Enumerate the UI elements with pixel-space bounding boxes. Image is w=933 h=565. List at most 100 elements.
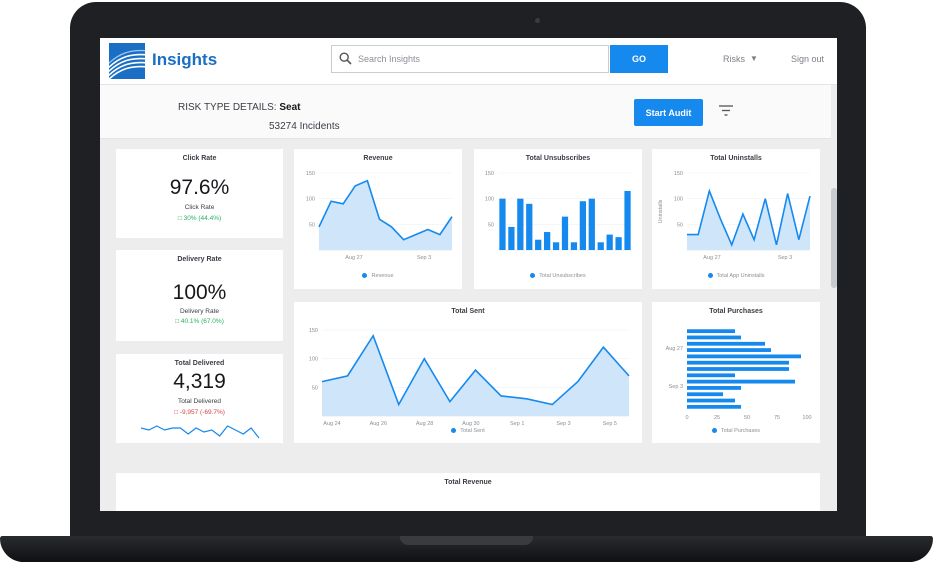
risks-menu[interactable]: Risks: [723, 54, 745, 64]
bar: [687, 373, 735, 378]
go-button[interactable]: GO: [610, 45, 668, 73]
x-tick-label: Sep 3: [417, 255, 431, 261]
revenue-card: Revenue 50 100 150 Aug 27 Sep 3 Revenue: [294, 149, 462, 289]
risk-type-label: RISK TYPE DETAILS:: [178, 102, 277, 113]
y-tick-label: 150: [306, 171, 315, 177]
series-area: [322, 335, 629, 416]
y-axis-label: Uninstalls: [658, 199, 664, 223]
series-line: [318, 179, 453, 241]
y-tick-label: 100: [485, 197, 494, 203]
x-tick-label: 75: [774, 415, 780, 421]
chart-legend: Total Unsubscribes: [474, 273, 642, 279]
total-delivered-sparkline: [140, 425, 260, 439]
series-area: [319, 180, 452, 250]
card-title: Total Uninstalls: [710, 155, 762, 162]
card-title: Total Sent: [451, 308, 485, 315]
legend-dot-icon: [711, 428, 717, 434]
search-box: [331, 45, 609, 73]
uninstalls-card: Total Uninstalls 50 100 150 Aug 27 Sep 3 Unin…: [652, 149, 820, 289]
uninstalls-chart: 50 100 150 Aug 27 Sep 3 Uninstalls: [658, 171, 811, 261]
x-tick-label: Aug 28: [416, 421, 433, 426]
scrollbar[interactable]: [831, 188, 837, 288]
x-tick-label: Sep 3: [778, 255, 792, 261]
bar: [606, 234, 613, 250]
kpi-change-text: -9,957 (-69.7%): [179, 409, 225, 416]
card-title: Revenue: [363, 155, 393, 162]
bar: [687, 386, 741, 390]
bar: [588, 198, 595, 250]
y-tick-label: 100: [674, 197, 683, 203]
top-bar: Insights GO Risks ▼ Sign out: [100, 38, 837, 85]
legend-label: Total Purchases: [720, 428, 761, 434]
bar: [499, 198, 506, 250]
legend-label: Total Sent: [460, 428, 485, 434]
total-delivered-card: Total Delivered 4,319 Total Delivered □ …: [116, 354, 283, 443]
total-revenue-panel: Total Revenue: [116, 473, 820, 511]
x-tick-label: Aug 30: [462, 421, 479, 426]
card-title: Delivery Rate: [177, 256, 222, 263]
total-sent-card: Total Sent 50 100 150 Aug 24 Aug 26 Aug 28 Aug…: [294, 302, 642, 443]
start-audit-button[interactable]: Start Audit: [634, 99, 703, 126]
bar: [508, 226, 515, 250]
chevron-down-icon[interactable]: ▼: [750, 54, 758, 63]
bar: [687, 348, 771, 352]
bar: [687, 398, 735, 403]
card-title: Total Purchases: [709, 308, 763, 315]
search-icon: [339, 52, 352, 65]
legend-dot-icon: [707, 273, 713, 279]
search-input[interactable]: [358, 46, 606, 72]
revenue-chart: 50 100 150 Aug 27 Sep 3: [306, 171, 453, 261]
chart-legend: Total App Uninstalls: [652, 273, 820, 279]
y-tick-label: 50: [677, 222, 683, 228]
y-tick-label: 50: [312, 385, 318, 391]
bar: [552, 242, 560, 250]
x-tick-label: Sep 5: [603, 421, 617, 426]
x-tick-label: 100: [802, 415, 811, 421]
camera-icon: [535, 18, 540, 23]
bar: [687, 335, 741, 340]
kpi-change: □ -9,957 (-69.7%): [174, 409, 225, 416]
y-tick-label: Aug 27: [666, 346, 683, 352]
legend-dot-icon: [530, 273, 536, 279]
x-tick-label: Sep 1: [510, 421, 524, 426]
unsubscribes-card: Total Unsubscribes 50 100 150 Total Unsubs…: [474, 149, 642, 289]
x-tick-label: Aug 27: [345, 255, 362, 261]
chart-legend: Revenue: [294, 273, 462, 279]
kpi-label: Click Rate: [184, 204, 215, 211]
bar: [579, 201, 586, 250]
series-line: [687, 188, 811, 248]
card-title: Total Delivered: [174, 360, 225, 367]
unsubscribes-chart: 50 100 150: [485, 171, 632, 251]
delivery-rate-card: Delivery Rate 100% Delivery Rate □ 40.1%…: [116, 250, 283, 341]
y-tick-label: 100: [309, 357, 318, 363]
card-title: Click Rate: [182, 155, 217, 162]
bar: [687, 367, 789, 371]
y-tick-label: 150: [309, 328, 318, 334]
x-tick-label: 25: [714, 415, 720, 421]
kpi-value: 97.6%: [169, 176, 230, 199]
bar: [687, 360, 789, 365]
insights-logo-icon[interactable]: [109, 43, 145, 79]
kpi-change-text: 30% (44.4%): [183, 215, 222, 222]
kpi-change: □ 40.1% (67.0%): [175, 318, 224, 325]
y-tick-label: 150: [485, 171, 494, 177]
sign-out-link[interactable]: Sign out: [791, 54, 825, 64]
bar: [544, 232, 551, 250]
purchases-chart: 0 25 50 75 100 Aug 27 Sep 3: [666, 329, 812, 421]
x-tick-label: Sep 3: [556, 421, 570, 426]
kpi-label: Delivery Rate: [179, 308, 219, 315]
risk-type-details: RISK TYPE DETAILS: Seat: [178, 102, 300, 113]
bar: [687, 354, 801, 359]
legend-label: Total App Uninstalls: [716, 273, 765, 279]
filter-icon[interactable]: [719, 105, 733, 116]
bar: [624, 190, 631, 250]
x-tick-label: Aug 26: [370, 421, 387, 426]
bar: [597, 242, 604, 250]
chart-legend: Total Purchases: [652, 428, 820, 434]
legend-dot-icon: [451, 428, 457, 434]
legend-label: Total Unsubscribes: [539, 273, 586, 279]
incident-count: 53274 Incidents: [269, 121, 340, 132]
app-title: Insights: [152, 50, 218, 69]
series-area: [687, 190, 810, 250]
risk-details-bar: RISK TYPE DETAILS: Seat 53274 Incidents …: [100, 85, 831, 139]
